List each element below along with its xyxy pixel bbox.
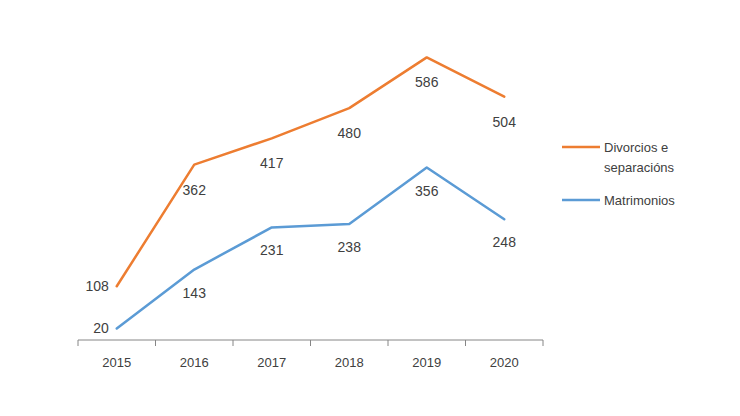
series-group — [117, 57, 505, 328]
x-tick-label: 2015 — [102, 355, 131, 370]
x-tick-label: 2019 — [412, 355, 441, 370]
x-tick — [233, 340, 234, 346]
series-line — [117, 168, 505, 329]
chart-container: 2015 2016 2017 2018 2019 2020 108 362 417 480 586 5… — [0, 0, 740, 416]
x-tick — [388, 340, 389, 346]
x-tick-label: 2018 — [335, 355, 364, 370]
x-tick — [78, 340, 79, 346]
chart: 2015 2016 2017 2018 2019 2020 108 362 417 480 586 5… — [0, 0, 740, 416]
legend-label: Divorcios eseparacións — [604, 140, 675, 175]
data-label: 231 — [260, 242, 284, 258]
x-tick-label: 2020 — [490, 355, 519, 370]
data-label: 108 — [85, 278, 109, 294]
legend-label: Matrimonios — [604, 193, 675, 208]
data-label: 362 — [183, 182, 207, 198]
legend-swatch — [562, 199, 600, 202]
data-label: 248 — [493, 234, 517, 250]
data-label: 480 — [338, 125, 362, 141]
data-label: 238 — [338, 239, 362, 255]
x-tick-label: 2017 — [257, 355, 286, 370]
x-tick — [310, 340, 311, 346]
x-tick-label: 2016 — [180, 355, 209, 370]
x-tick — [155, 340, 156, 346]
data-label: 586 — [415, 74, 439, 90]
data-label: 504 — [493, 114, 517, 130]
data-label: 356 — [415, 183, 439, 199]
legend-swatch — [562, 146, 600, 149]
data-label: 20 — [93, 320, 109, 336]
x-tick — [543, 340, 544, 346]
x-tick — [465, 340, 466, 346]
data-label: 143 — [183, 285, 207, 301]
data-label: 417 — [260, 155, 284, 171]
series-line — [117, 57, 505, 286]
